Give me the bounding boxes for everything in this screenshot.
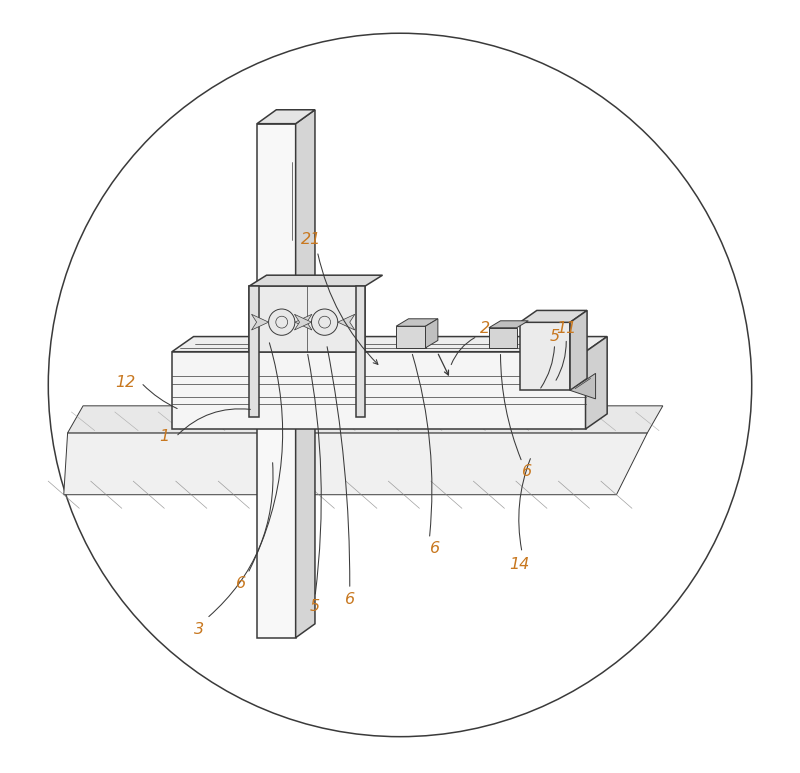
Text: 1: 1 [159, 429, 170, 444]
Polygon shape [570, 311, 587, 390]
Polygon shape [296, 110, 315, 638]
Polygon shape [489, 321, 528, 328]
Polygon shape [250, 275, 382, 286]
Polygon shape [520, 311, 587, 322]
Circle shape [269, 309, 295, 335]
Polygon shape [489, 328, 517, 348]
Polygon shape [338, 315, 355, 330]
Polygon shape [294, 315, 311, 330]
Polygon shape [520, 322, 570, 390]
Polygon shape [257, 124, 296, 638]
Polygon shape [257, 110, 315, 124]
Polygon shape [295, 315, 312, 330]
Text: 6: 6 [345, 591, 355, 607]
Text: 14: 14 [510, 557, 530, 572]
Text: 5: 5 [310, 599, 320, 615]
Text: 6: 6 [430, 541, 440, 557]
Polygon shape [396, 326, 426, 348]
Text: 6: 6 [237, 576, 246, 591]
Text: 12: 12 [115, 375, 136, 390]
Polygon shape [356, 286, 366, 417]
Text: 2: 2 [480, 321, 490, 336]
Polygon shape [250, 286, 258, 417]
Polygon shape [172, 352, 586, 429]
Polygon shape [396, 318, 438, 326]
Polygon shape [250, 286, 366, 352]
Text: 6: 6 [522, 464, 533, 479]
Polygon shape [251, 315, 269, 330]
Polygon shape [172, 336, 607, 352]
Polygon shape [426, 318, 438, 348]
Circle shape [311, 309, 338, 335]
Text: 21: 21 [301, 232, 322, 247]
Polygon shape [586, 336, 607, 429]
Text: 11: 11 [556, 321, 576, 336]
Polygon shape [68, 406, 663, 433]
Polygon shape [64, 433, 647, 495]
Text: 5: 5 [550, 329, 560, 344]
Polygon shape [570, 373, 595, 399]
Text: 3: 3 [194, 622, 204, 638]
